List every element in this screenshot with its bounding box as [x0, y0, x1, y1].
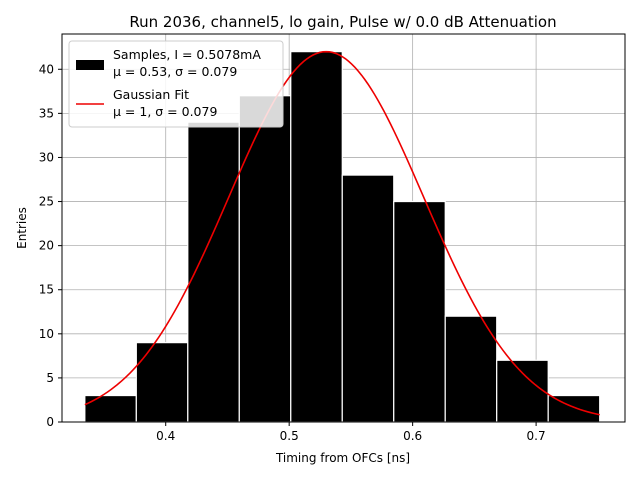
legend-samples-swatch — [76, 60, 104, 70]
histogram-bar — [290, 51, 343, 423]
y-tick-label: 0 — [46, 415, 54, 429]
histogram-bar — [444, 315, 498, 423]
y-axis-label: Entries — [15, 207, 29, 249]
y-tick-label: 5 — [46, 371, 54, 385]
histogram-bar — [187, 121, 240, 423]
legend-fit-label: Gaussian Fit — [113, 87, 189, 102]
histogram-bar — [84, 394, 137, 423]
chart-title: Run 2036, channel5, lo gain, Pulse w/ 0.… — [129, 13, 556, 31]
legend: Samples, I = 0.5078mA μ = 0.53, σ = 0.07… — [68, 40, 284, 128]
histogram-bar — [496, 359, 549, 423]
y-tick-label: 20 — [39, 239, 54, 253]
y-tick-label: 15 — [39, 283, 54, 297]
gaussian-fit-curve — [84, 50, 600, 416]
y-tick-label: 10 — [39, 327, 54, 341]
y-tick-label: 30 — [39, 150, 54, 164]
y-axis-ticks: 0 5 10 15 20 25 30 35 40 — [39, 62, 62, 429]
x-tick-label: 0.4 — [156, 429, 175, 443]
legend-samples-stats: μ = 0.53, σ = 0.079 — [113, 64, 237, 79]
y-tick-label: 25 — [39, 195, 54, 209]
y-tick-label: 40 — [39, 62, 54, 76]
x-tick-label: 0.6 — [403, 429, 422, 443]
x-axis-label: Timing from OFCs [ns] — [275, 451, 410, 465]
histogram-bar — [238, 95, 292, 423]
x-tick-label: 0.5 — [280, 429, 299, 443]
legend-samples-label: Samples, I = 0.5078mA — [113, 47, 261, 62]
histogram-bar — [135, 342, 189, 423]
x-axis-ticks: 0.4 0.5 0.6 0.7 — [156, 422, 546, 443]
legend-box — [68, 40, 284, 128]
y-tick-label: 35 — [39, 106, 54, 120]
histogram-bar — [393, 200, 446, 423]
x-tick-label: 0.7 — [527, 429, 546, 443]
legend-fit-stats: μ = 1, σ = 0.079 — [113, 104, 217, 119]
histogram-bar — [341, 174, 395, 423]
plot-frame — [61, 33, 626, 423]
